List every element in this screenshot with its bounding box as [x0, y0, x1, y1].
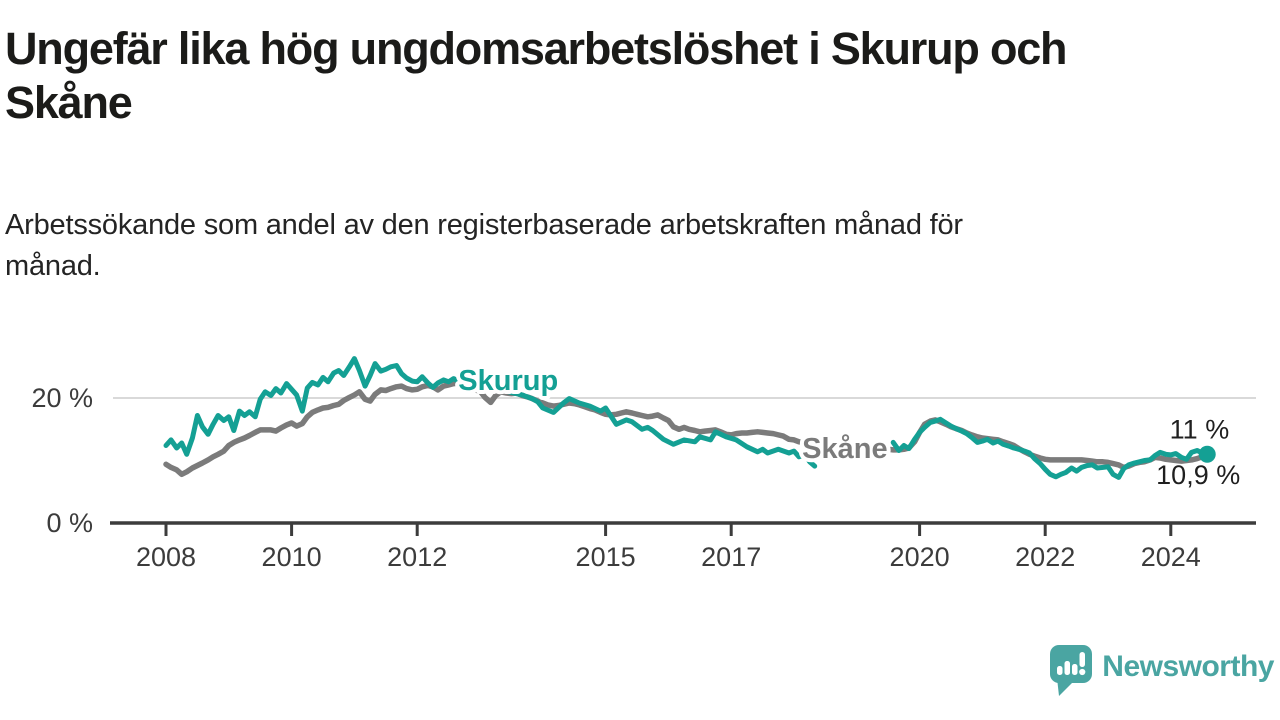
x-tick-label: 2020 [890, 542, 950, 572]
y-tick-label: 20 % [31, 383, 93, 413]
series-label-skurup: Skurup [458, 365, 558, 397]
x-tick-label: 2022 [1015, 542, 1075, 572]
series-line-skurup [890, 416, 1210, 480]
x-tick-label: 2024 [1141, 542, 1201, 572]
series-line-skne [163, 380, 818, 478]
series-label-skne: Skåne [802, 433, 887, 465]
x-tick-label: 2012 [387, 542, 447, 572]
x-tick-label: 2008 [136, 542, 196, 572]
endpoint-marker-skurup [1198, 445, 1216, 463]
newsworthy-bubble-chart-icon [1050, 645, 1093, 696]
end-label-skne: 10,9 % [1156, 460, 1240, 490]
end-label-skurup: 11 % [1170, 414, 1230, 444]
x-tick-label: 2015 [576, 542, 636, 572]
chart-title: Ungefär lika hög ungdomsarbetslöshet i S… [5, 23, 1068, 128]
series-line-skurup [163, 356, 818, 469]
x-tick-label: 2017 [701, 542, 761, 572]
newsworthy-logo-text: Newsworthy [1102, 650, 1274, 683]
x-tick-label: 2010 [262, 542, 322, 572]
chart-subtitle: Arbetssökande som andel av den registerb… [5, 209, 963, 282]
y-tick-label: 0 % [46, 508, 93, 538]
newsworthy-logo: Newsworthy [1049, 644, 1274, 696]
